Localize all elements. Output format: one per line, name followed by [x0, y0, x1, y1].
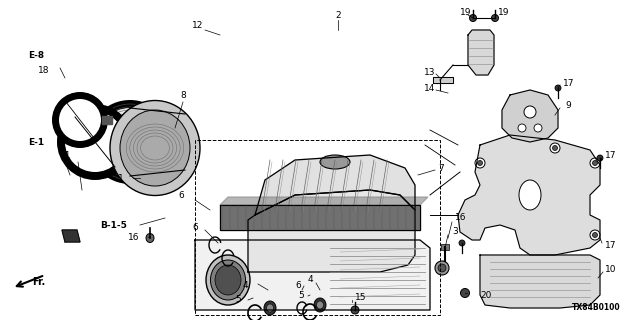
Circle shape [96, 108, 164, 176]
Text: 13: 13 [424, 68, 435, 76]
Text: 12: 12 [192, 20, 204, 29]
Ellipse shape [215, 265, 241, 295]
Ellipse shape [314, 298, 326, 312]
Circle shape [102, 114, 158, 170]
Polygon shape [220, 197, 428, 205]
Circle shape [552, 146, 557, 150]
Ellipse shape [120, 110, 190, 186]
Polygon shape [102, 116, 112, 124]
Text: 18: 18 [38, 66, 49, 75]
Text: 17: 17 [605, 150, 616, 159]
Polygon shape [433, 77, 453, 83]
Text: 15: 15 [355, 293, 367, 302]
Circle shape [550, 143, 560, 153]
Text: 3: 3 [452, 228, 458, 236]
Ellipse shape [470, 14, 477, 21]
Circle shape [475, 158, 485, 168]
Ellipse shape [461, 289, 470, 298]
Circle shape [88, 100, 172, 184]
Text: 10: 10 [605, 266, 616, 275]
Ellipse shape [110, 100, 200, 196]
Ellipse shape [320, 155, 350, 169]
Text: 6: 6 [295, 281, 301, 290]
Ellipse shape [492, 14, 499, 21]
Ellipse shape [438, 264, 446, 272]
Text: 7: 7 [438, 164, 444, 172]
Circle shape [57, 104, 133, 180]
Polygon shape [480, 255, 600, 308]
Ellipse shape [264, 301, 276, 315]
Polygon shape [248, 190, 415, 272]
Ellipse shape [351, 306, 359, 314]
Circle shape [59, 99, 101, 141]
Text: Fr.: Fr. [32, 277, 45, 287]
Circle shape [65, 112, 125, 172]
Text: 16: 16 [455, 213, 467, 222]
Ellipse shape [146, 234, 154, 243]
Text: 6: 6 [192, 223, 198, 233]
Bar [441, 244, 449, 250]
Text: 6: 6 [178, 190, 184, 199]
Text: 17: 17 [605, 241, 616, 250]
Circle shape [593, 233, 598, 237]
Polygon shape [502, 90, 558, 142]
Text: E-1: E-1 [28, 138, 44, 147]
Circle shape [477, 161, 483, 165]
Text: 17: 17 [563, 78, 575, 87]
Polygon shape [458, 135, 600, 255]
Text: 14: 14 [424, 84, 435, 92]
Text: B-1-5: B-1-5 [100, 220, 127, 229]
Ellipse shape [524, 106, 536, 118]
Ellipse shape [211, 260, 246, 300]
Polygon shape [220, 205, 420, 230]
Text: E-8: E-8 [28, 51, 44, 60]
Text: 19: 19 [498, 7, 509, 17]
Circle shape [590, 230, 600, 240]
Ellipse shape [435, 261, 449, 275]
Text: 5: 5 [298, 291, 304, 300]
Polygon shape [468, 30, 494, 75]
Polygon shape [62, 230, 80, 242]
Text: 1: 1 [118, 173, 124, 182]
Text: 20: 20 [480, 291, 492, 300]
Ellipse shape [597, 155, 603, 161]
Text: 5: 5 [235, 295, 241, 305]
Ellipse shape [206, 255, 250, 305]
Ellipse shape [317, 301, 323, 309]
Text: 19: 19 [460, 7, 472, 17]
Circle shape [52, 92, 108, 148]
Text: 4: 4 [243, 281, 248, 290]
Text: 2: 2 [335, 11, 341, 20]
Ellipse shape [266, 304, 273, 312]
Text: 4: 4 [308, 276, 314, 284]
Text: TX84B0100: TX84B0100 [572, 303, 620, 312]
Polygon shape [255, 155, 415, 215]
Bar [195, 140, 440, 315]
Text: 8: 8 [180, 91, 186, 100]
Ellipse shape [518, 124, 526, 132]
Ellipse shape [555, 85, 561, 91]
Text: 11: 11 [60, 150, 72, 159]
Ellipse shape [519, 180, 541, 210]
Polygon shape [195, 240, 430, 310]
Text: 16: 16 [128, 233, 140, 242]
Circle shape [590, 158, 600, 168]
Ellipse shape [459, 240, 465, 246]
Text: 9: 9 [565, 100, 571, 109]
Circle shape [593, 161, 598, 165]
Ellipse shape [534, 124, 542, 132]
